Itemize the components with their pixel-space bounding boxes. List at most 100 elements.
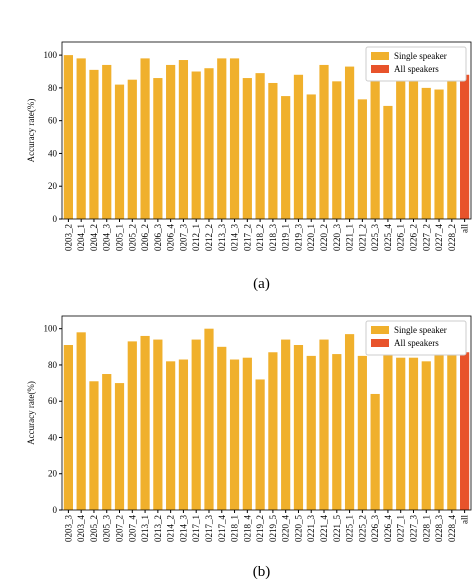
caption: (b) xyxy=(253,564,271,580)
legend-swatch xyxy=(371,326,389,334)
bar xyxy=(408,76,419,220)
bar xyxy=(306,355,316,510)
bar xyxy=(268,352,278,510)
x-tick-label: 0203_2 xyxy=(63,224,73,251)
bar xyxy=(229,359,240,510)
y-tick-label: 60 xyxy=(48,396,58,406)
y-tick-label: 0 xyxy=(53,214,58,224)
x-tick-label: 0204_1 xyxy=(76,224,86,251)
x-tick-label: 0220_2 xyxy=(319,224,329,251)
x-tick-label: 0204_2 xyxy=(89,224,99,251)
x-tick-label: 0218_4 xyxy=(242,515,252,543)
x-tick-label: 0218_1 xyxy=(230,515,240,542)
bar xyxy=(319,339,329,510)
bar xyxy=(383,341,393,510)
bar xyxy=(217,58,227,220)
bar xyxy=(357,99,367,219)
x-tick-label: 0221_3 xyxy=(306,515,316,543)
bar xyxy=(76,332,86,510)
x-tick-label: 0228_3 xyxy=(434,515,444,543)
x-tick-label: 0221_2 xyxy=(357,224,367,251)
bar xyxy=(166,64,176,219)
caption: (a) xyxy=(253,276,270,292)
x-tick-label: 0212_2 xyxy=(204,224,214,251)
bar xyxy=(140,58,150,220)
bar xyxy=(396,357,406,510)
plot-frame xyxy=(61,41,472,220)
bar xyxy=(447,346,457,510)
bar xyxy=(114,383,125,510)
x-tick-label: 0214_3 xyxy=(230,224,240,252)
bar xyxy=(114,84,125,219)
x-tick-label: 0219_3 xyxy=(293,224,303,252)
x-tick-label: 0213_1 xyxy=(140,515,150,542)
y-tick-label: 40 xyxy=(48,432,58,442)
bar xyxy=(421,361,431,510)
bar xyxy=(255,379,265,510)
y-axis-label: Accuracy rate(%) xyxy=(26,99,36,163)
bar xyxy=(434,89,444,220)
bar xyxy=(153,78,163,219)
x-tick-label: 0226_1 xyxy=(396,224,406,251)
y-axis-label: Accuracy rate(%) xyxy=(26,381,36,445)
x-tick-label: all xyxy=(460,515,470,524)
x-tick-label: 0220_3 xyxy=(332,224,342,252)
y-tick-label: 20 xyxy=(48,469,58,479)
x-tick-label: 0203_4 xyxy=(76,515,86,543)
bar xyxy=(281,96,291,219)
bar xyxy=(281,339,291,510)
bar xyxy=(89,381,99,510)
bar xyxy=(421,87,431,219)
bar xyxy=(383,105,393,219)
x-tick-label: 0217_3 xyxy=(204,515,214,543)
bar xyxy=(63,55,73,219)
bar xyxy=(408,357,419,510)
y-tick-label: 100 xyxy=(44,50,58,60)
bar xyxy=(229,58,240,220)
legend-swatch xyxy=(371,339,389,347)
legend-swatch xyxy=(371,52,389,60)
bar xyxy=(332,81,342,219)
x-tick-label: 0219_2 xyxy=(255,515,265,542)
legend-label: Single speaker xyxy=(394,325,447,335)
bar xyxy=(204,328,214,510)
bar xyxy=(293,345,304,510)
x-tick-label: 0204_3 xyxy=(102,224,112,252)
bar xyxy=(447,79,457,219)
x-tick-label: 0227_2 xyxy=(421,224,431,251)
bar xyxy=(344,334,355,510)
x-tick-label: 0212_1 xyxy=(191,224,201,251)
bar xyxy=(204,68,214,219)
x-tick-label: 0227_1 xyxy=(396,515,406,542)
x-tick-label: 0221_1 xyxy=(345,224,355,251)
x-tick-label: 0213_2 xyxy=(153,515,163,542)
bar xyxy=(217,346,227,510)
y-tick-label: 60 xyxy=(48,116,58,126)
y-tick-label: 80 xyxy=(48,83,58,93)
bar xyxy=(344,66,355,219)
bar xyxy=(293,74,304,220)
x-tick-label: 0205_3 xyxy=(102,515,112,543)
bar xyxy=(396,68,406,219)
x-tick-label: 0218_3 xyxy=(268,224,278,252)
bar xyxy=(191,339,201,510)
x-tick-label: 0220_1 xyxy=(306,224,316,251)
bar xyxy=(242,357,252,510)
legend-box xyxy=(365,320,467,356)
x-tick-label: 0228_1 xyxy=(421,515,431,542)
bar xyxy=(242,78,252,219)
x-tick-label: 0227_4 xyxy=(434,224,444,252)
x-tick-label: 0218_2 xyxy=(255,224,265,251)
plot-frame xyxy=(61,315,472,511)
y-tick-label: 0 xyxy=(53,505,58,515)
bar xyxy=(89,69,99,219)
bar xyxy=(153,339,163,510)
x-tick-label: 0225_3 xyxy=(370,224,380,252)
legend-label: All speakers xyxy=(394,338,439,348)
x-tick-label: 0225_1 xyxy=(345,515,355,542)
x-tick-label: 0206_4 xyxy=(166,224,176,252)
bar xyxy=(63,345,73,510)
x-tick-label: 0205_1 xyxy=(115,224,125,251)
